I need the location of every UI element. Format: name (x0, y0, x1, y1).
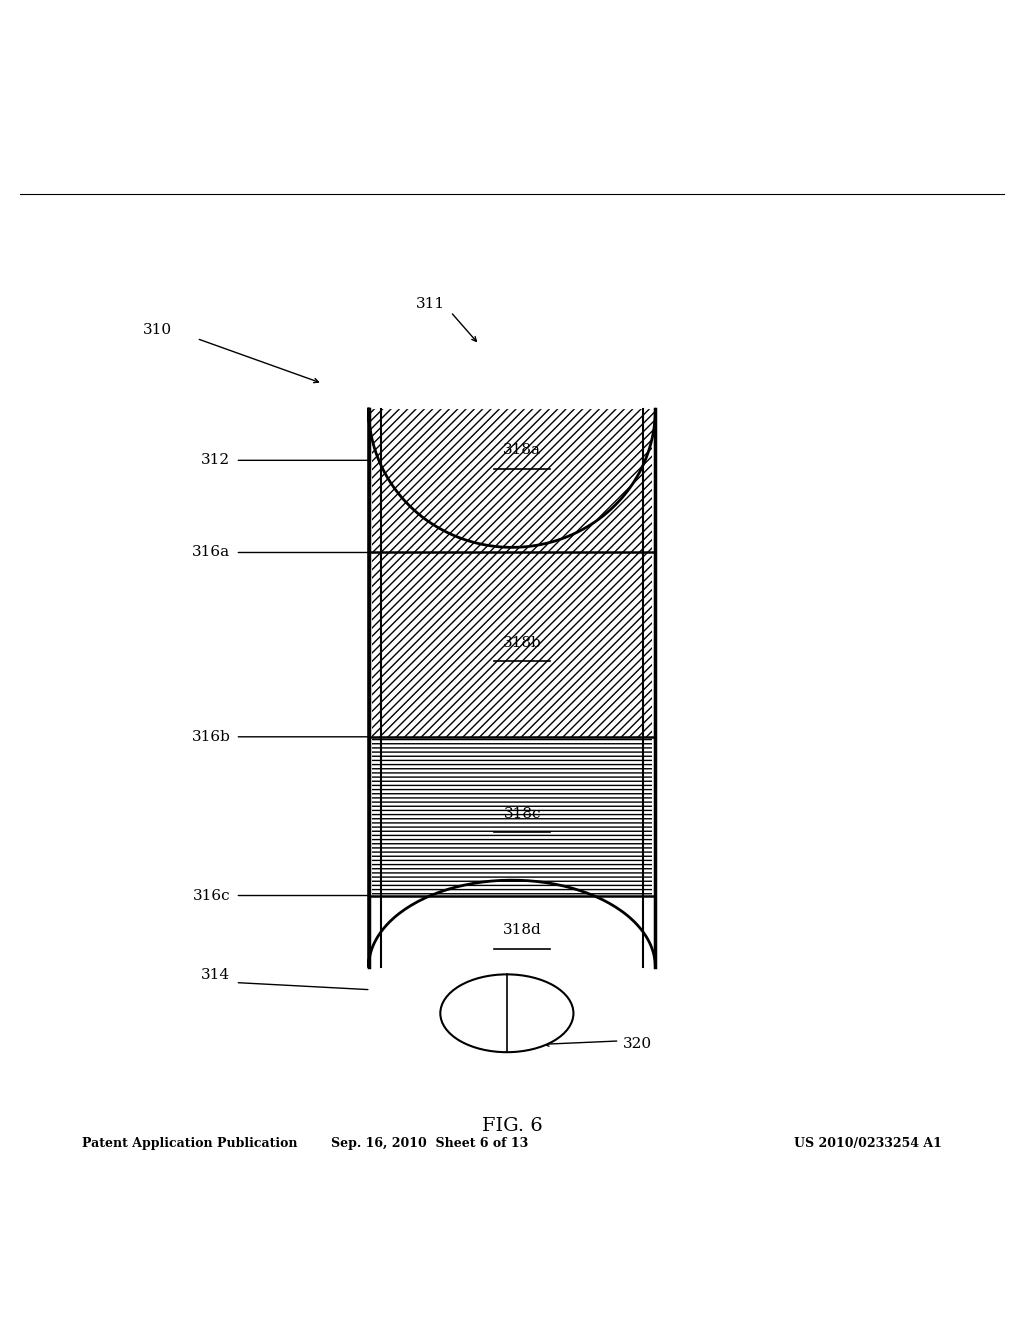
Bar (372, 553, 652, 737)
Text: 318a: 318a (503, 444, 542, 457)
Bar (372, 737, 652, 895)
Text: US 2010/0233254 A1: US 2010/0233254 A1 (795, 1137, 942, 1150)
Text: 316c: 316c (193, 888, 230, 903)
Text: Patent Application Publication: Patent Application Publication (82, 1137, 297, 1150)
Text: FIG. 6: FIG. 6 (481, 1117, 543, 1135)
Text: 310: 310 (143, 323, 172, 338)
Ellipse shape (440, 974, 573, 1052)
Bar (372, 895, 652, 968)
Text: Sep. 16, 2010  Sheet 6 of 13: Sep. 16, 2010 Sheet 6 of 13 (332, 1137, 528, 1150)
Text: 318c: 318c (504, 807, 541, 821)
Text: 311: 311 (417, 297, 445, 310)
Text: 320: 320 (623, 1038, 651, 1051)
Text: 314: 314 (202, 969, 230, 982)
Text: 318d: 318d (503, 923, 542, 937)
Polygon shape (369, 409, 655, 968)
Bar (372, 409, 652, 553)
Text: 316a: 316a (193, 545, 230, 560)
Text: 312: 312 (202, 453, 230, 467)
Polygon shape (369, 409, 655, 548)
Text: 316b: 316b (191, 730, 230, 743)
Text: 318b: 318b (503, 636, 542, 649)
